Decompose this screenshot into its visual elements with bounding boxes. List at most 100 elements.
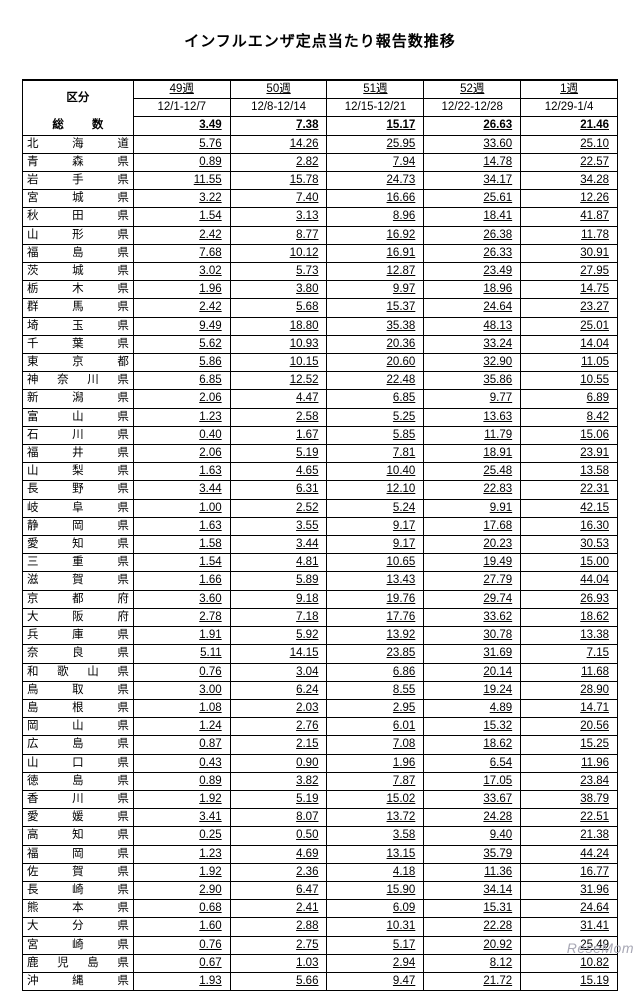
cell-value: 1.92 (133, 863, 230, 881)
cell-value: 1.67 (230, 426, 327, 444)
cell-value: 10.15 (230, 354, 327, 372)
cell-value: 1.96 (327, 754, 424, 772)
cell-value: 15.32 (424, 718, 521, 736)
cell-value: 23.27 (521, 299, 618, 317)
cell-value: 11.68 (521, 663, 618, 681)
cell-value: 5.73 (230, 263, 327, 281)
cell-value: 20.23 (424, 536, 521, 554)
cell-value: 1.96 (133, 281, 230, 299)
cell-value: 6.89 (521, 390, 618, 408)
cell-value: 6.54 (424, 754, 521, 772)
cell-value: 4.69 (230, 845, 327, 863)
cell-value: 3.60 (133, 590, 230, 608)
cell-value: 2.06 (133, 390, 230, 408)
cell-value: 8.55 (327, 681, 424, 699)
cell-value: 18.96 (424, 281, 521, 299)
cell-value: 13.92 (327, 627, 424, 645)
cell-value: 23.84 (521, 772, 618, 790)
region-label: 神奈川県 (23, 372, 134, 390)
cell-value: 2.52 (230, 499, 327, 517)
cell-value: 2.88 (230, 918, 327, 936)
cell-value: 18.62 (424, 736, 521, 754)
region-label: 栃木県 (23, 281, 134, 299)
cell-value: 33.24 (424, 335, 521, 353)
cell-value: 25.10 (521, 135, 618, 153)
cell-value: 10.40 (327, 463, 424, 481)
header-kubun: 区分 (23, 80, 134, 117)
cell-value: 3.58 (327, 827, 424, 845)
region-label: 兵庫県 (23, 627, 134, 645)
cell-value: 0.76 (133, 663, 230, 681)
cell-value: 5.89 (230, 572, 327, 590)
cell-value: 13.63 (424, 408, 521, 426)
cell-value: 1.93 (133, 972, 230, 990)
cell-value: 32.90 (424, 354, 521, 372)
region-label: 長野県 (23, 481, 134, 499)
region-label: 東京都 (23, 354, 134, 372)
cell-value: 14.04 (521, 335, 618, 353)
cell-value: 11.55 (133, 172, 230, 190)
cell-value: 44.24 (521, 845, 618, 863)
header-range-0: 12/1-12/7 (133, 99, 230, 117)
header-range-3: 12/22-12/28 (424, 99, 521, 117)
cell-value: 33.60 (424, 135, 521, 153)
cell-value: 25.01 (521, 317, 618, 335)
cell-value: 22.28 (424, 918, 521, 936)
cell-value: 30.78 (424, 627, 521, 645)
cell-value: 6.01 (327, 718, 424, 736)
cell-value: 11.79 (424, 426, 521, 444)
cell-value: 0.50 (230, 827, 327, 845)
cell-value: 9.17 (327, 536, 424, 554)
cell-value: 17.05 (424, 772, 521, 790)
region-label: 山形県 (23, 226, 134, 244)
cell-value: 5.92 (230, 627, 327, 645)
cell-value: 31.69 (424, 645, 521, 663)
cell-value: 25.95 (327, 135, 424, 153)
total-label: 総数 (23, 117, 134, 135)
cell-value: 33.67 (424, 790, 521, 808)
cell-value: 12.26 (521, 190, 618, 208)
cell-value: 13.58 (521, 463, 618, 481)
cell-value: 2.42 (133, 226, 230, 244)
region-label: 岐阜県 (23, 499, 134, 517)
cell-value: 34.17 (424, 172, 521, 190)
cell-value: 10.82 (521, 954, 618, 972)
region-label: 高知県 (23, 827, 134, 845)
cell-value: 20.92 (424, 936, 521, 954)
region-label: 大分県 (23, 918, 134, 936)
cell-value: 7.18 (230, 608, 327, 626)
cell-value: 3.02 (133, 263, 230, 281)
cell-value: 11.05 (521, 354, 618, 372)
region-label: 福島県 (23, 244, 134, 262)
cell-value: 22.31 (521, 481, 618, 499)
cell-value: 10.12 (230, 244, 327, 262)
cell-value: 3.00 (133, 681, 230, 699)
cell-value: 13.72 (327, 809, 424, 827)
total-val-2: 15.17 (327, 117, 424, 135)
cell-value: 0.25 (133, 827, 230, 845)
cell-value: 9.18 (230, 590, 327, 608)
cell-value: 29.74 (424, 590, 521, 608)
region-label: 奈良県 (23, 645, 134, 663)
cell-value: 6.09 (327, 900, 424, 918)
cell-value: 7.81 (327, 445, 424, 463)
header-range-4: 12/29-1/4 (521, 99, 618, 117)
cell-value: 1.63 (133, 517, 230, 535)
cell-value: 7.08 (327, 736, 424, 754)
cell-value: 17.68 (424, 517, 521, 535)
cell-value: 38.79 (521, 790, 618, 808)
cell-value: 4.81 (230, 554, 327, 572)
region-label: 宮城県 (23, 190, 134, 208)
cell-value: 0.89 (133, 772, 230, 790)
cell-value: 26.33 (424, 244, 521, 262)
cell-value: 33.62 (424, 608, 521, 626)
region-label: 大阪府 (23, 608, 134, 626)
cell-value: 15.31 (424, 900, 521, 918)
cell-value: 26.93 (521, 590, 618, 608)
cell-value: 5.86 (133, 354, 230, 372)
cell-value: 15.02 (327, 790, 424, 808)
cell-value: 19.24 (424, 681, 521, 699)
cell-value: 15.78 (230, 172, 327, 190)
cell-value: 24.64 (424, 299, 521, 317)
cell-value: 13.15 (327, 845, 424, 863)
